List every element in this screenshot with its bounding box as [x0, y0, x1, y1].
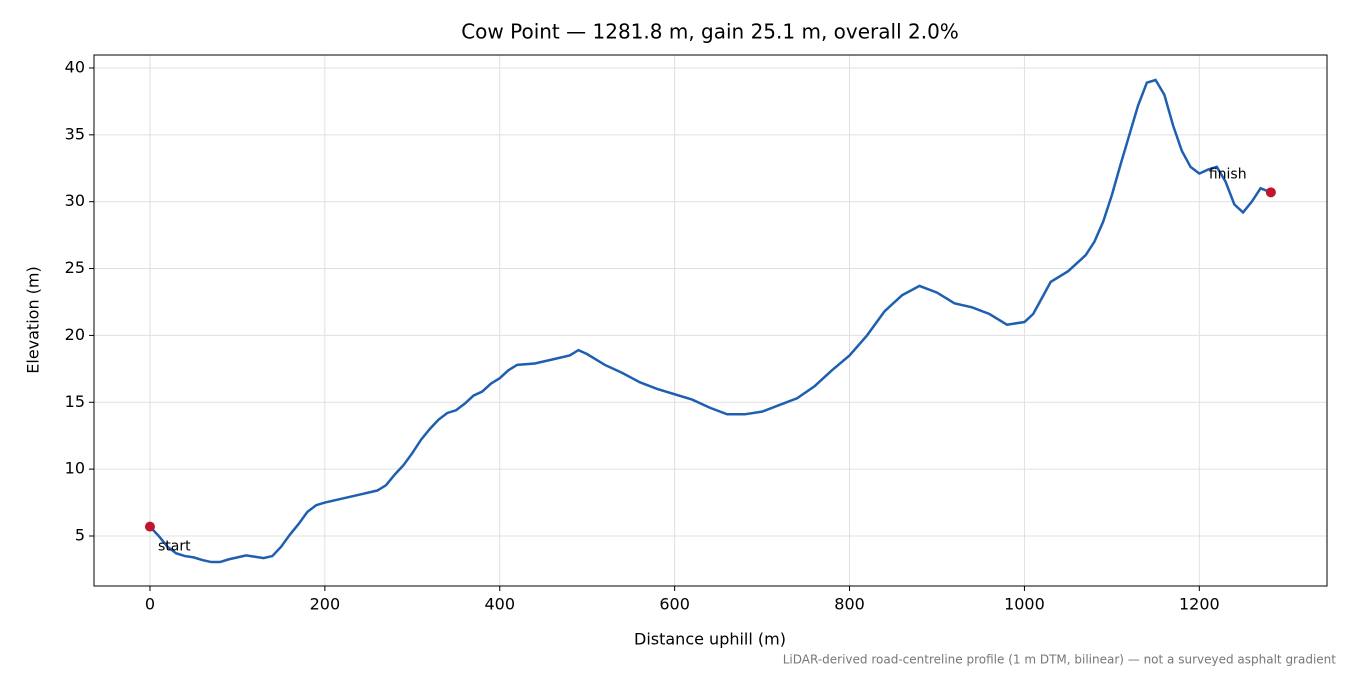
y-tick-label: 15 — [65, 392, 85, 411]
endpoint-label: finish — [1209, 166, 1247, 182]
x-axis-label: Distance uphill (m) — [634, 630, 786, 649]
x-tick-label: 600 — [659, 595, 690, 614]
y-tick-label: 25 — [65, 258, 85, 277]
x-tick-label: 800 — [834, 595, 865, 614]
y-axis-label: Elevation (m) — [24, 266, 43, 373]
chart-title: Cow Point — 1281.8 m, gain 25.1 m, overa… — [461, 20, 959, 44]
y-tick-label: 5 — [75, 525, 85, 544]
plot-frame — [93, 54, 1328, 587]
elevation-line — [149, 78, 1272, 564]
x-tick-label: 1200 — [1179, 595, 1220, 614]
footnote: LiDAR-derived road-centreline profile (1… — [783, 653, 1337, 667]
x-tick-label: 400 — [484, 595, 515, 614]
endpoint-marker — [1265, 187, 1276, 198]
y-tick-label: 35 — [65, 124, 85, 143]
y-tick-label: 40 — [65, 57, 85, 76]
endpoint-marker — [144, 521, 155, 532]
y-tick-label: 10 — [65, 459, 85, 478]
y-tick-label: 30 — [65, 191, 85, 210]
endpoint-label: start — [158, 539, 191, 555]
x-tick-label: 0 — [145, 595, 155, 614]
x-tick-label: 200 — [310, 595, 341, 614]
y-tick-label: 20 — [65, 325, 85, 344]
x-tick-label: 1000 — [1004, 595, 1045, 614]
